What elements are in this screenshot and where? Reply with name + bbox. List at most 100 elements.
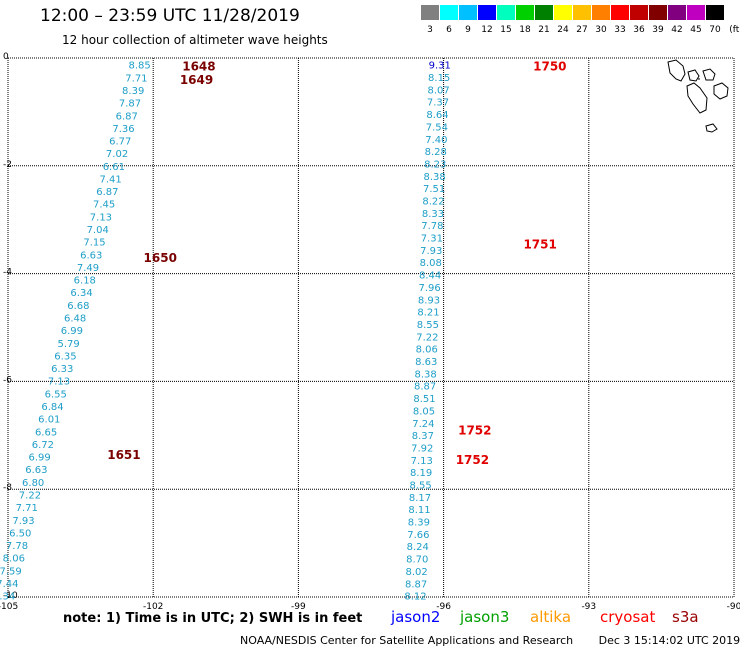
scale-label: 3 — [427, 25, 433, 35]
wave-height-value: 6.77 — [109, 137, 131, 148]
wave-height-value: 6.50 — [9, 528, 31, 539]
wave-height-value: 8.55 — [409, 480, 431, 491]
wave-height-value: 7.22 — [19, 490, 41, 501]
pass-time-label: 1752 — [456, 453, 489, 467]
x-tick-label: -90 — [727, 602, 740, 612]
wave-height-value: 5.79 — [58, 339, 80, 350]
pass-time-label: 1650 — [144, 251, 177, 265]
wave-height-value: 8.11 — [408, 505, 430, 516]
wave-height-value: 7.59 — [0, 566, 22, 577]
wave-height-value: 7.96 — [418, 283, 440, 294]
scale-label: 45 — [690, 25, 702, 35]
scale-label: 70 — [709, 25, 721, 35]
scale-swatch — [592, 5, 610, 20]
scale-swatch — [573, 5, 591, 20]
satellite-tracks: 8.857.718.397.876.877.366.777.026.617.41… — [0, 60, 567, 603]
scale-swatch — [706, 5, 724, 20]
scale-label: 6 — [446, 25, 452, 35]
wave-height-value: 8.39 — [408, 518, 430, 529]
pass-time-label: 1750 — [533, 60, 566, 74]
pass-time-label: 1752 — [458, 424, 491, 438]
wave-height-value: 8.22 — [422, 197, 444, 208]
scale-label: 36 — [633, 25, 645, 35]
wave-height-value: 8.06 — [3, 554, 25, 565]
wave-height-value: 6.34 — [70, 288, 92, 299]
wave-height-value: 8.33 — [422, 209, 444, 220]
scale-label: 42 — [671, 25, 683, 35]
scale-label: 18 — [519, 25, 531, 35]
wave-height-value: 6.87 — [116, 111, 138, 122]
note-text: note: 1) Time is in UTC; 2) SWH is in fe… — [63, 611, 363, 626]
wave-height-value: 6.72 — [32, 440, 54, 451]
footer-timestamp: Dec 3 15:14:02 UTC 2019 — [598, 634, 740, 647]
wave-height-value: 7.36 — [112, 124, 134, 135]
y-tick-label: -4 — [3, 268, 12, 278]
wave-height-value: 7.24 — [412, 419, 434, 430]
wave-height-value: 6.99 — [61, 326, 83, 337]
wave-height-value: 8.05 — [413, 406, 435, 417]
scale-swatch — [687, 5, 705, 20]
satellite-name-jason2: jason2 — [391, 608, 441, 626]
wave-height-value: 8.21 — [417, 308, 439, 319]
page-subtitle: 12 hour collection of altimeter wave hei… — [62, 33, 328, 47]
wave-height-value: 7.45 — [93, 200, 115, 211]
x-tick-label: -93 — [581, 602, 596, 612]
scale-label: 12 — [481, 25, 493, 35]
scale-label: 39 — [652, 25, 664, 35]
lat-lon-grid — [7, 57, 735, 598]
x-tick-label: -105 — [0, 602, 18, 612]
satellite-name-jason3: jason3 — [460, 608, 510, 626]
wave-height-value: 8.15 — [428, 73, 450, 84]
wave-height-value: 6.55 — [45, 389, 67, 400]
wave-height-value: 7.71 — [16, 503, 38, 514]
wave-height-value: 6.35 — [54, 351, 76, 362]
wave-height-value: 6.33 — [51, 364, 73, 375]
wave-height-value: 8.87 — [414, 382, 436, 393]
wave-height-value: 7.13 — [48, 377, 70, 388]
wave-height-value: 7.44 — [0, 579, 18, 590]
x-tick-label: -96 — [436, 602, 451, 612]
wave-height-value: 8.07 — [427, 85, 449, 96]
wave-height-value: 6.87 — [96, 187, 118, 198]
pass-time-label: 1648 — [182, 60, 215, 74]
x-tick-label: -102 — [143, 602, 163, 612]
scale-swatch — [649, 5, 667, 20]
wave-height-value: 7.02 — [106, 149, 128, 160]
scale-label: (ft) — [729, 25, 740, 35]
wave-height-value: 8.70 — [406, 555, 428, 566]
wave-height-value: 8.55 — [417, 320, 439, 331]
wave-height-value: 7.92 — [411, 443, 433, 454]
scale-label: 15 — [500, 25, 512, 35]
wave-height-value: 7.37 — [427, 98, 449, 109]
wave-height-value: 8.63 — [415, 357, 437, 368]
wave-height-value: 8.85 — [129, 61, 151, 72]
wave-height-value: 7.51 — [423, 184, 445, 195]
wave-height-value: 8.23 — [424, 159, 446, 170]
wave-height-value: 7.93 — [12, 516, 34, 527]
satellite-name-altika: altika — [530, 608, 572, 626]
wave-height-value: 6.84 — [41, 402, 63, 413]
scale-swatch — [516, 5, 534, 20]
wave-height-value: 6.68 — [67, 301, 89, 312]
scale-swatch — [478, 5, 496, 20]
wave-height-value: 8.17 — [409, 493, 431, 504]
wave-height-value: 8.24 — [407, 542, 429, 553]
wave-height-value: 8.08 — [420, 258, 442, 269]
wave-height-value: 8.64 — [426, 110, 448, 121]
wave-height-value: 6.18 — [74, 276, 96, 287]
wave-height-value: 8.37 — [412, 431, 434, 442]
satellite-name-s3a: s3a — [672, 608, 699, 626]
scale-label: 9 — [465, 25, 471, 35]
scale-swatch — [668, 5, 686, 20]
scale-swatch — [421, 5, 439, 20]
wave-height-value: 6.80 — [22, 478, 44, 489]
wave-height-value: 7.40 — [425, 135, 447, 146]
scale-swatch — [630, 5, 648, 20]
y-tick-label: -10 — [3, 591, 18, 601]
wave-height-value: 6.63 — [80, 250, 102, 261]
satellite-name-cryosat: cryosat — [600, 608, 656, 626]
wave-height-value: 7.31 — [421, 234, 443, 245]
wave-height-value: 6.34 — [0, 592, 15, 603]
scale-label: 27 — [576, 25, 588, 35]
